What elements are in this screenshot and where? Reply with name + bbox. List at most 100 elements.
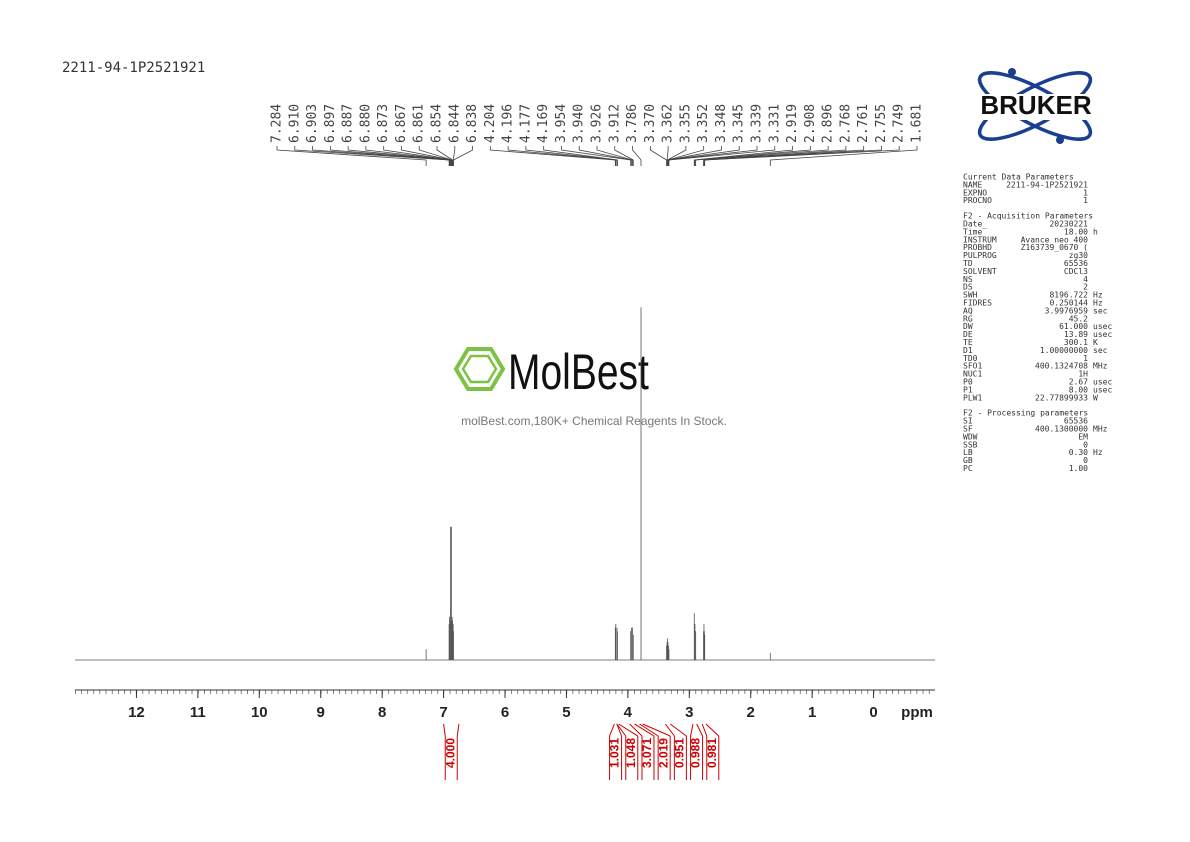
parameter-value: 45.2 <box>1069 314 1088 323</box>
parameter-name: DS <box>963 283 973 292</box>
parameter-value: 1.00 <box>1069 464 1088 473</box>
peak-label: 2.755 <box>874 104 889 143</box>
parameter-value: 0.30 <box>1069 448 1088 457</box>
peak-label: 6.880 <box>358 104 373 143</box>
peak-label: 2.896 <box>821 104 836 143</box>
logo-text: BRUKER <box>980 90 1091 120</box>
peak-leader <box>436 146 453 166</box>
parameter-value: 18.00 <box>1064 227 1088 236</box>
parameter-section-title: F2 - Acquisition Parameters <box>963 212 1093 221</box>
parameter-name: SF <box>963 425 973 434</box>
parameter-value: EM <box>1078 432 1088 441</box>
peak-label: 2.768 <box>838 104 853 143</box>
bruker-logo: BRUKER <box>955 68 1115 144</box>
x-tick-label: 0 <box>869 704 877 721</box>
integral-bracket <box>706 736 720 780</box>
x-tick-label: 4 <box>624 704 633 721</box>
peak-leader <box>694 146 811 166</box>
peak-leader <box>418 146 453 166</box>
parameter-value: Z163739_0670 ( <box>1021 243 1088 252</box>
parameter-name: SWH <box>963 291 978 300</box>
parameter-value: 13.89 <box>1064 330 1088 339</box>
parameter-name: D1 <box>963 346 973 355</box>
parameter-name: EXPNO <box>963 188 987 197</box>
watermark: MolBest molBest.com,180K+ Chemical Reage… <box>453 343 727 428</box>
peak-label: 3.352 <box>696 104 711 143</box>
parameter-name: SOLVENT <box>963 267 997 276</box>
peak-leader <box>276 146 427 166</box>
peak-label: 3.331 <box>767 104 782 143</box>
peak-label: 3.339 <box>750 104 765 143</box>
parameter-unit: MHz <box>1093 425 1108 434</box>
peak-leader <box>329 146 451 166</box>
logo-backdrop <box>955 94 1115 120</box>
parameter-name: NAME <box>963 180 982 189</box>
parameter-name: LB <box>963 448 973 457</box>
peak-label: 6.887 <box>341 104 356 143</box>
parameter-value: 1H <box>1078 370 1088 379</box>
integral-region <box>690 723 704 737</box>
parameter-name: INSTRUM <box>963 235 997 244</box>
parameter-name: P1 <box>963 385 973 394</box>
peak-label: 3.940 <box>572 104 587 143</box>
integral-bracket <box>657 736 671 780</box>
peak-label: 3.954 <box>554 104 569 143</box>
x-tick-label: 2 <box>747 704 755 721</box>
peak-leader <box>695 146 829 166</box>
parameter-value: 1.00000000 <box>1040 346 1088 355</box>
watermark-icon-inner <box>461 354 498 384</box>
watermark-brand: MolBest <box>508 343 649 400</box>
peak-label: 4.169 <box>536 104 551 143</box>
logo-dot <box>1008 68 1016 76</box>
sample-id: 2211-94-1P2521921 <box>62 60 205 76</box>
parameter-value: 300.1 <box>1064 338 1088 347</box>
integral-bracket <box>673 736 687 780</box>
parameter-name: DE <box>963 330 973 339</box>
peak-leader <box>632 146 642 166</box>
x-tick-label: 7 <box>439 704 447 721</box>
integral-region <box>701 723 720 737</box>
parameter-name: WDW <box>963 432 978 441</box>
parameter-name: PLW1 <box>963 393 982 402</box>
parameter-name: PC <box>963 464 973 473</box>
parameter-unit: h <box>1093 227 1098 236</box>
peak-leader <box>614 146 634 166</box>
peak-label: 3.355 <box>678 104 693 143</box>
peak-leader <box>543 146 618 166</box>
parameter-value: CDCl3 <box>1064 267 1088 276</box>
integral-label: 0.988 <box>689 738 703 768</box>
integral-bracket <box>641 736 655 780</box>
peak-leader <box>668 146 758 166</box>
parameter-name: SI <box>963 417 973 426</box>
logo-orbit <box>977 71 1093 141</box>
peak-leader <box>294 146 450 166</box>
integral-label: 2.019 <box>656 738 670 768</box>
x-tick-label: 5 <box>562 704 570 721</box>
peak-leader <box>693 146 793 166</box>
peak-label: 4.196 <box>501 104 516 143</box>
parameter-value: 0 <box>1083 456 1088 465</box>
parameter-name: FIDRES <box>963 299 992 308</box>
parameter-name: SFO1 <box>963 362 982 371</box>
parameter-unit: usec <box>1093 322 1112 331</box>
x-tick-label: 11 <box>190 704 206 721</box>
parameter-value: 2 <box>1083 283 1088 292</box>
parameter-name: TE <box>963 338 973 347</box>
integral-region <box>609 723 623 737</box>
integral-bracket <box>690 736 704 780</box>
parameter-value: 4 <box>1083 275 1088 284</box>
parameter-section-title: Current Data Parameters <box>963 173 1074 182</box>
parameter-unit: usec <box>1093 378 1112 387</box>
parameter-name: DW <box>963 322 973 331</box>
peak-leader <box>561 146 632 166</box>
parameter-unit: usec <box>1093 330 1112 339</box>
parameter-value: 400.1300000 <box>1035 425 1088 434</box>
parameter-value: 400.1324708 <box>1035 362 1088 371</box>
peak-leader <box>769 146 918 166</box>
parameter-unit: Hz <box>1093 291 1103 300</box>
parameter-value: 8.00 <box>1069 385 1088 394</box>
parameter-value: 1 <box>1083 196 1088 205</box>
parameter-name: PROCNO <box>963 196 992 205</box>
parameter-value: 1 <box>1083 188 1088 197</box>
watermark-icon <box>453 347 506 391</box>
